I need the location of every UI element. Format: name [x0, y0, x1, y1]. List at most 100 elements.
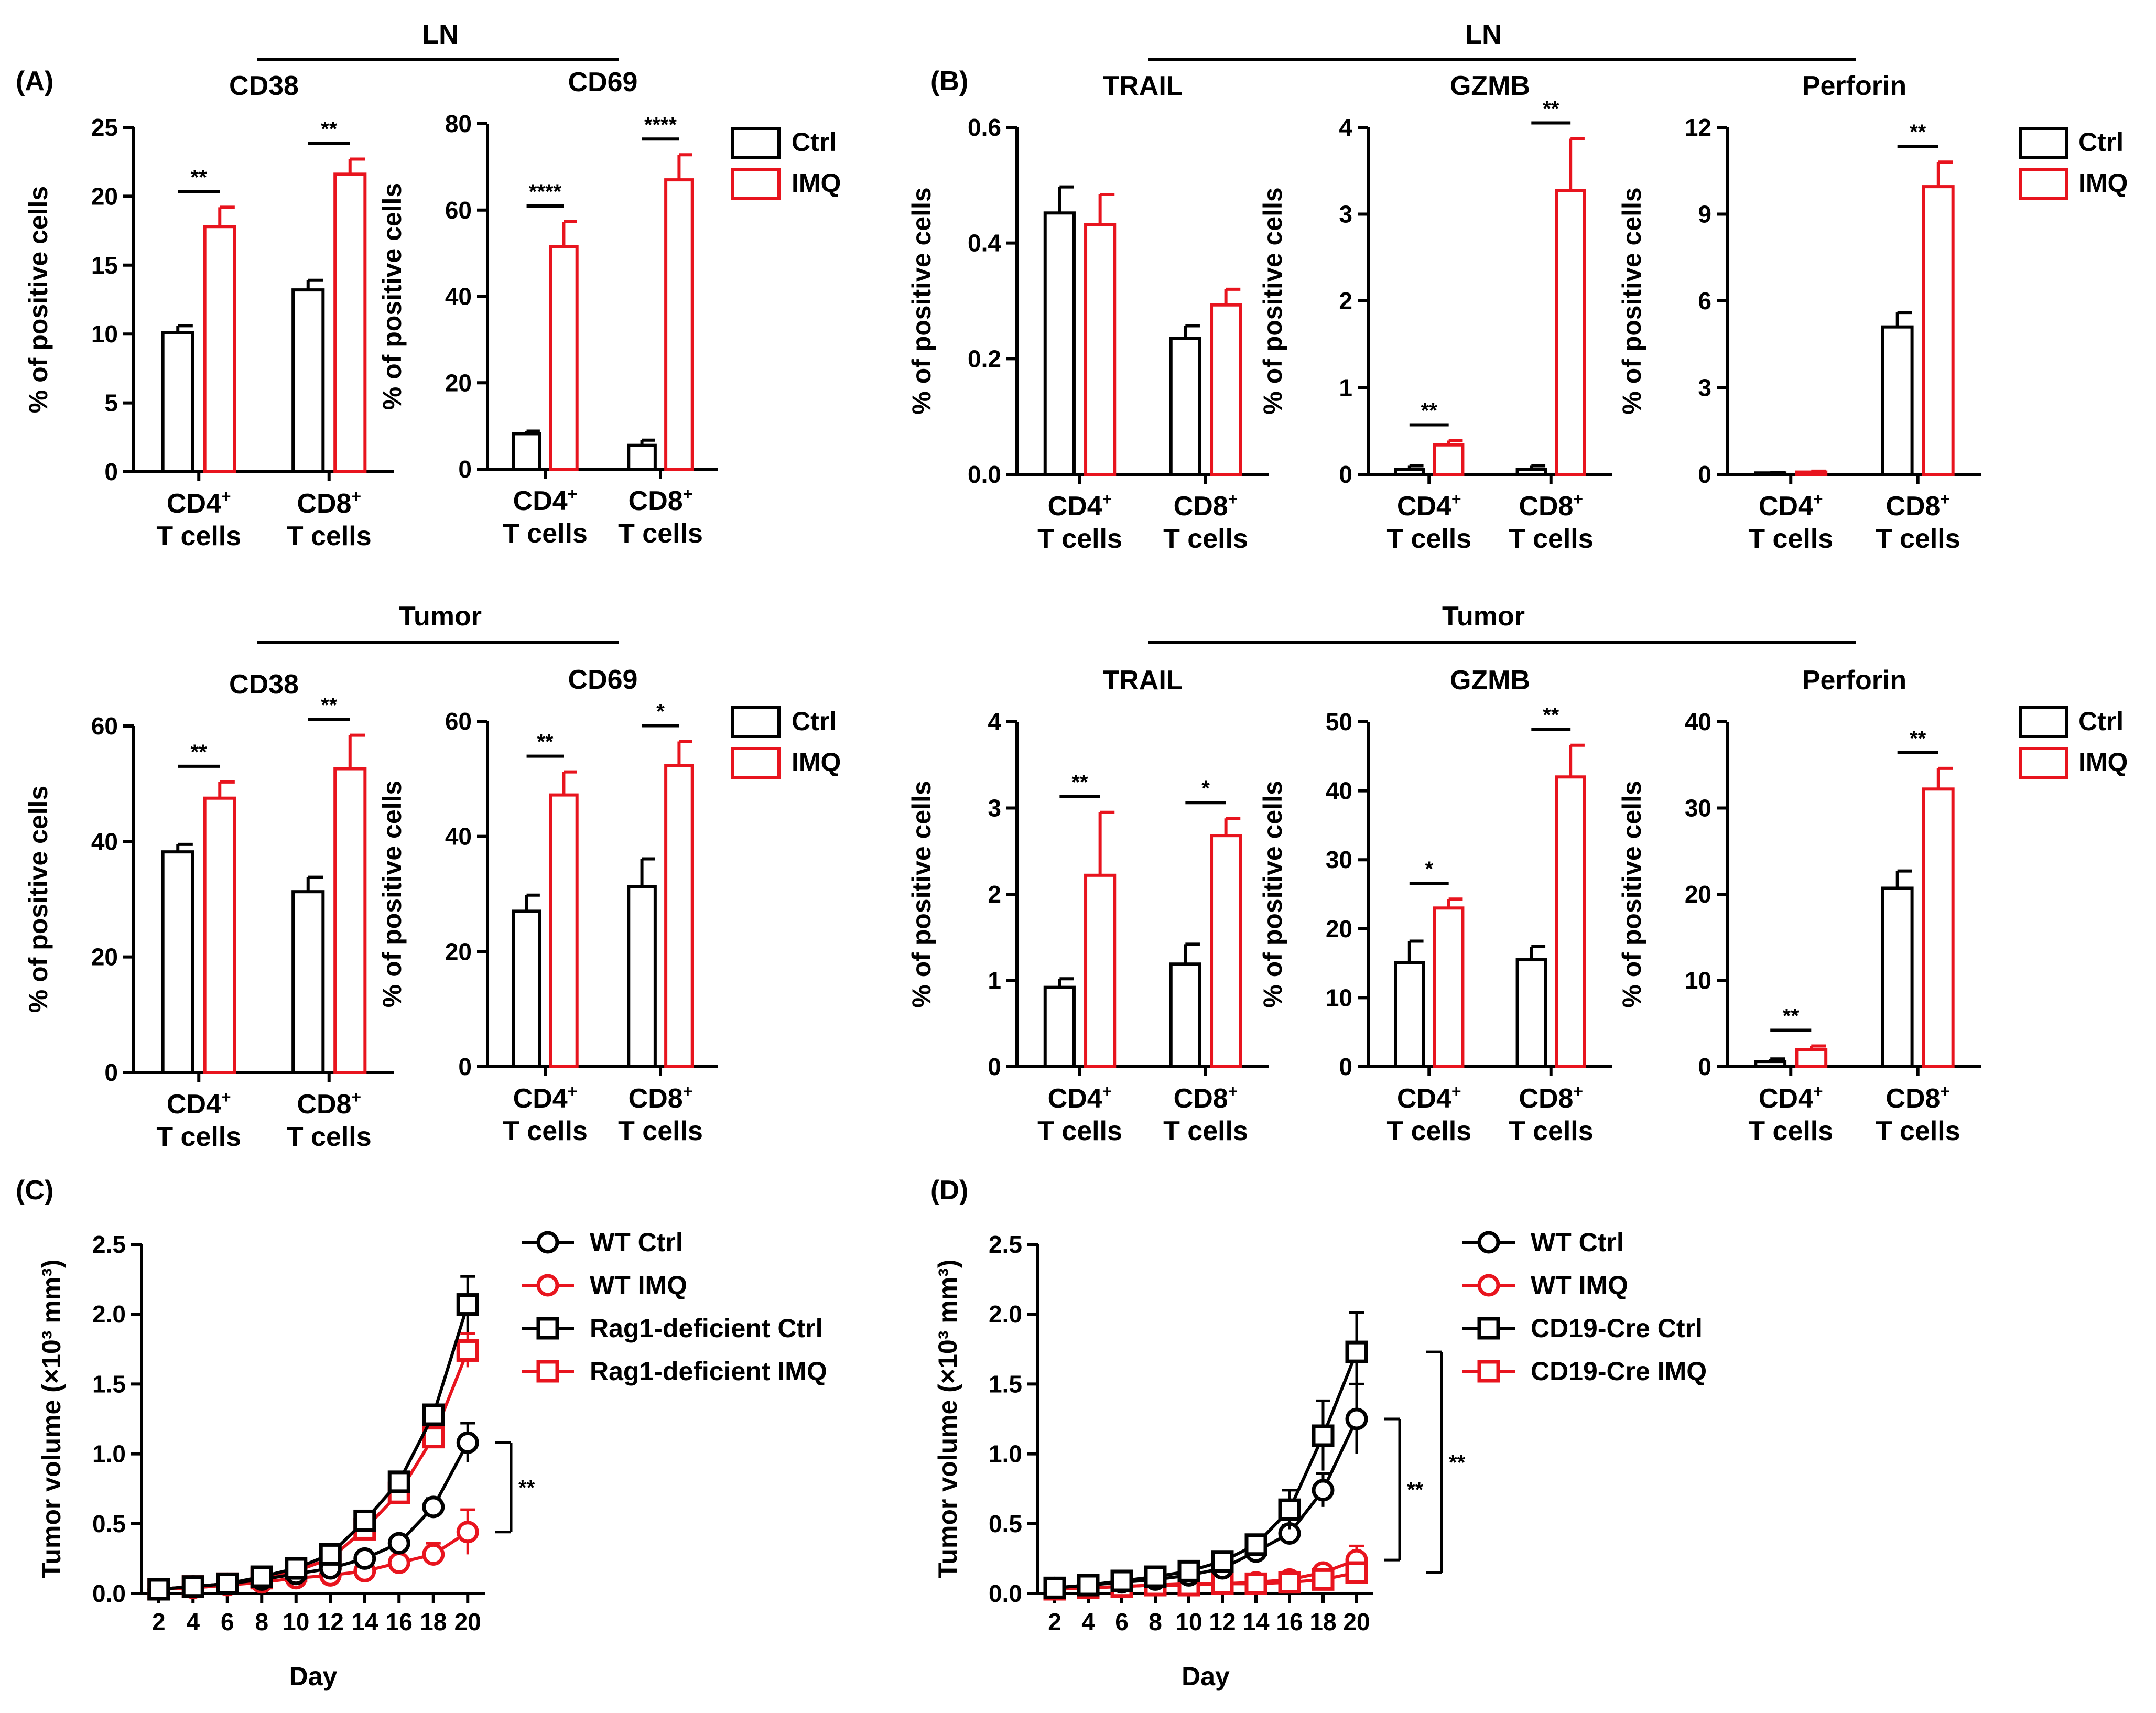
bar-ctrl-cd8	[1881, 886, 1914, 1068]
significance-label: **	[191, 741, 208, 764]
y-tick-label: 20	[445, 369, 472, 396]
data-point	[422, 1495, 445, 1519]
y-tick-label: 15	[91, 252, 118, 279]
x-tick-label: 10	[283, 1608, 309, 1635]
significance-label: **	[1421, 399, 1438, 422]
data-point	[1244, 1533, 1267, 1556]
y-tick-label: 0	[1339, 1053, 1352, 1080]
data-point	[1312, 1568, 1335, 1591]
significance-label: **	[1543, 97, 1559, 121]
y-tick-label: 6	[1698, 287, 1711, 315]
data-point	[1312, 1424, 1335, 1447]
y-tick-label: 0	[458, 1053, 472, 1080]
data-point	[147, 1578, 170, 1601]
y-tick-label: 30	[1685, 795, 1711, 822]
x-tick-label: 16	[1276, 1608, 1303, 1635]
chart-d-tumor-growth: 0.0 0.5 1.0 1.5 2.0 2.5 2 4 6 8 10 12 14 16 18 20 Day Tum…	[933, 1231, 1466, 1691]
data-point	[1278, 1571, 1301, 1594]
y-tick-label: 9	[1698, 201, 1711, 228]
x-category-label: CD8+	[1174, 490, 1238, 522]
data-point	[1312, 1479, 1335, 1502]
legend-marker	[536, 1231, 559, 1254]
y-tick-label: 0.0	[989, 1580, 1022, 1607]
y-axis-label: % of positive cells	[24, 186, 53, 413]
legend-label-imq: IMQ	[792, 168, 841, 198]
y-tick-label: 3	[988, 795, 1001, 822]
y-tick-label: 40	[445, 823, 472, 850]
x-category-label: CD8+	[1886, 1082, 1950, 1114]
bar-imq-cd8	[1922, 185, 1955, 476]
x-category-sublabel: T cells	[1509, 524, 1594, 554]
y-tick-label: 0	[1698, 1053, 1711, 1080]
bar-imq-cd4	[1795, 1048, 1828, 1068]
y-axis-label: % of positive cells	[1617, 780, 1646, 1007]
y-tick-label: 0.4	[968, 230, 1001, 257]
x-tick-label: 18	[1309, 1608, 1336, 1635]
x-category-label: CD4+	[1048, 490, 1112, 522]
panel-label-c: (C)	[16, 1175, 53, 1206]
series-line	[158, 1441, 469, 1591]
significance-label: *	[1201, 777, 1210, 800]
bar-ctrl-cd4	[512, 432, 541, 471]
data-point	[456, 1293, 479, 1316]
bar-imq-cd4	[1433, 906, 1465, 1068]
y-tick-label: 20	[1685, 881, 1711, 908]
x-category-label: CD8+	[1519, 1082, 1583, 1114]
x-category-sublabel: T cells	[287, 1122, 372, 1152]
y-tick-label: 50	[1326, 708, 1352, 735]
bar-imq-cd4	[549, 793, 579, 1068]
legend-swatch-ctrl	[731, 127, 781, 159]
y-tick-label: 60	[445, 708, 472, 735]
data-point	[387, 1470, 410, 1493]
legend-marker	[536, 1274, 559, 1297]
significance-label: **	[537, 731, 554, 754]
chart-title: TRAIL	[1102, 71, 1183, 101]
x-tick-label: 2	[1048, 1608, 1061, 1635]
bar-imq-cd8	[1922, 787, 1955, 1069]
x-category-label: CD4+	[1048, 1082, 1112, 1114]
x-category-sublabel: T cells	[1386, 1116, 1471, 1146]
y-tick-label: 20	[1326, 915, 1352, 942]
x-category-label: CD8+	[297, 1088, 361, 1120]
bar-imq-cd8	[664, 178, 694, 471]
legend-marker	[536, 1317, 559, 1340]
data-point	[181, 1575, 204, 1598]
y-tick-label: 0.5	[92, 1510, 126, 1537]
y-axis-label: % of positive cells	[377, 780, 407, 1007]
x-tick-label: 16	[386, 1608, 413, 1635]
y-tick-label: 3	[1339, 201, 1352, 228]
bar-imq-cd8	[664, 764, 694, 1068]
legend-label-ctrl: Ctrl	[792, 127, 837, 157]
y-tick-label: 5	[104, 389, 118, 417]
bar-imq-cd4	[203, 796, 236, 1075]
x-tick-label: 10	[1175, 1608, 1202, 1635]
significance-label: **	[1449, 1451, 1466, 1475]
y-axis-label: % of positive cells	[377, 183, 407, 410]
x-axis-label: Day	[1182, 1662, 1230, 1691]
bar-ctrl-cd4	[1043, 211, 1076, 476]
bar-imq-cd8	[1210, 303, 1242, 476]
x-category-label: CD4+	[513, 484, 578, 516]
y-axis-label: % of positive cells	[24, 786, 53, 1013]
significance-label: **	[191, 166, 208, 189]
data-point	[387, 1551, 410, 1574]
significance-label: **	[1071, 771, 1088, 794]
series-line	[1054, 1351, 1358, 1590]
x-category-sublabel: T cells	[156, 521, 241, 551]
significance-label: *	[656, 700, 665, 723]
legend-label: WT Ctrl	[590, 1228, 683, 1257]
x-category-label: CD8+	[1174, 1082, 1238, 1114]
y-tick-label: 40	[1326, 777, 1352, 805]
x-category-label: CD4+	[1397, 1082, 1461, 1114]
x-tick-label: 8	[1149, 1608, 1162, 1635]
section-title-ln-a: LN	[422, 19, 458, 50]
legend-label: Rag1-deficient IMQ	[590, 1357, 827, 1386]
bar-imq-cd4	[1084, 873, 1117, 1069]
x-tick-label: 14	[1242, 1608, 1270, 1635]
series-line	[1054, 1418, 1358, 1590]
y-tick-label: 0	[458, 456, 472, 483]
bar-ctrl-cd8	[1881, 325, 1914, 476]
